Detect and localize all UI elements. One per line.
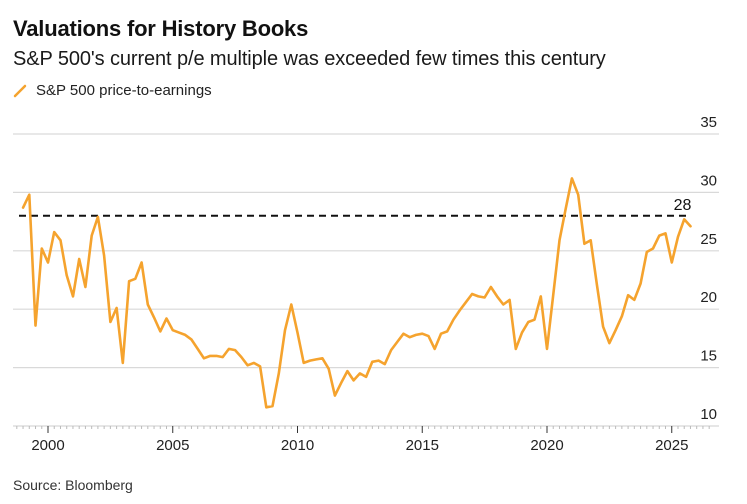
y-tick-label: 20 [700, 289, 717, 306]
y-tick-label: 30 [700, 172, 717, 189]
y-tick-label: 35 [700, 114, 717, 131]
source-note: Source: Bloomberg [13, 477, 133, 493]
x-tick-label: 2025 [655, 437, 688, 454]
reference-line-group: 28 [19, 197, 692, 217]
chart-title: Valuations for History Books [13, 16, 309, 41]
x-tick-label: 2000 [31, 437, 64, 454]
y-tick-label: 10 [700, 406, 717, 423]
line-swatch-icon [13, 84, 27, 97]
y-axis-ticks: 10 15 20 25 30 35 [700, 114, 717, 423]
legend-label: S&P 500 price-to-earnings [36, 82, 212, 99]
series-line [21, 177, 692, 409]
x-tick-label: 2005 [156, 437, 189, 454]
reference-line-label: 28 [674, 197, 692, 214]
y-tick-label: 25 [700, 231, 717, 248]
x-axis: 2000 2005 2010 2015 2020 2025 [13, 425, 719, 454]
y-tick-label: 15 [700, 348, 717, 365]
x-tick-label: 2020 [530, 437, 563, 454]
series-group [21, 177, 692, 409]
chart-subtitle: S&P 500's current p/e multiple was excee… [13, 48, 606, 70]
x-tick-label: 2010 [281, 437, 314, 454]
legend: S&P 500 price-to-earnings [13, 82, 212, 99]
x-tick-label: 2015 [406, 437, 439, 454]
